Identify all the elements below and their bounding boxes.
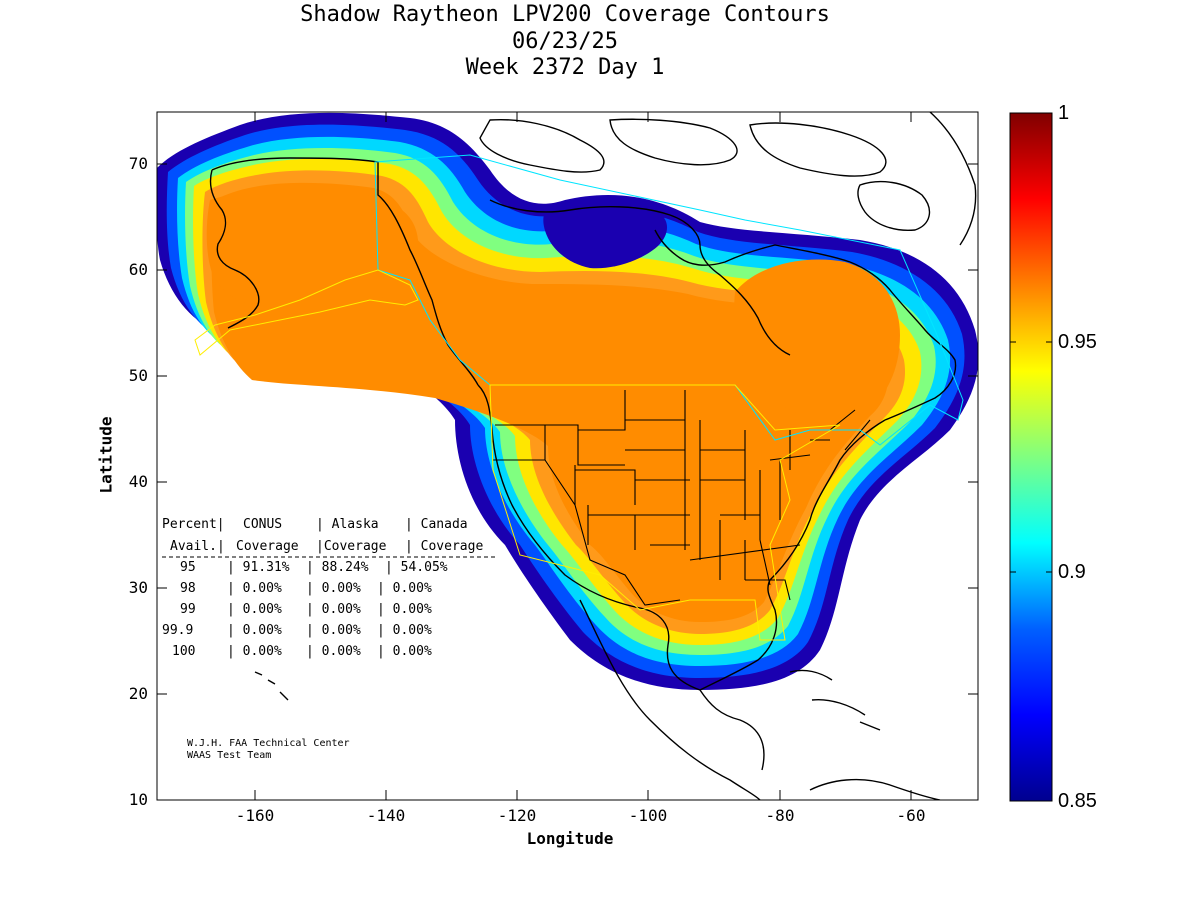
table-cell: | 0.00% [306, 623, 361, 638]
credit-line: WAAS Test Team [187, 750, 272, 761]
table-header-cell: Percent| [162, 517, 225, 532]
x-tick-label: -80 [765, 806, 795, 825]
hudson-bay-gap [543, 202, 668, 269]
contour-alaska-core [206, 188, 419, 311]
table-cell: | 0.00% [377, 602, 432, 617]
table-cell: | 0.00% [227, 581, 282, 596]
table-cell: | 54.05% [385, 560, 448, 575]
y-tick-label: 40 [128, 472, 148, 491]
x-tick-label: -140 [366, 806, 406, 825]
contour-canada-east [734, 259, 900, 421]
table-header-cell: Coverage [236, 539, 299, 554]
table-header-cell: Avail.| [170, 539, 225, 554]
service-area-outlines [194, 154, 964, 641]
table-header-cell: | Alaska [316, 517, 379, 532]
x-tick-label: -160 [235, 806, 275, 825]
chart-title: Shadow Raytheon LPV200 Coverage Contours [300, 2, 830, 27]
plot-frame [156, 111, 979, 801]
table-cell: | 0.00% [306, 581, 361, 596]
y-tick-label: 50 [128, 366, 148, 385]
table-cell: | 0.00% [227, 602, 282, 617]
colorbar-max-label: 1 [1058, 102, 1070, 124]
x-tick-label: -60 [896, 806, 926, 825]
x-tick-label: -100 [628, 806, 668, 825]
chart-date: 06/23/25 [512, 29, 618, 54]
table-cell: 95 [180, 560, 196, 575]
credit-line: W.J.H. FAA Technical Center [187, 738, 350, 749]
table-cell: | 88.24% [306, 560, 369, 575]
table-cell: | 0.00% [227, 623, 282, 638]
table-cell: 98 [180, 581, 196, 596]
x-axis-label: Longitude [526, 829, 614, 848]
axis-ticks [157, 112, 978, 800]
table-header-cell: CONUS [243, 517, 283, 532]
table-cell: 99 [180, 602, 196, 617]
table-cell: | 0.00% [377, 623, 432, 638]
y-axis-label: Latitude [96, 416, 116, 494]
colorbar-label: 0.95 [1058, 331, 1097, 353]
table-cell: | 0.00% [377, 581, 432, 596]
table-header-cell: | Canada [405, 517, 468, 532]
colorbar-ticks [1010, 341, 1052, 573]
chart-week-day: Week 2372 Day 1 [465, 55, 665, 80]
table-cell: | 0.00% [377, 644, 432, 659]
table-cell: | 91.31% [227, 560, 290, 575]
table-cell: | 0.00% [227, 644, 282, 659]
table-cell: | 0.00% [306, 602, 361, 617]
colorbar [1009, 112, 1053, 802]
table-header-cell: |Coverage [316, 539, 387, 554]
coverage-contours [157, 112, 978, 690]
y-tick-label: 70 [128, 154, 148, 173]
y-tick-label: 30 [128, 578, 148, 597]
y-tick-label: 10 [128, 790, 148, 809]
y-tick-label: 60 [128, 260, 148, 279]
table-cell: 99.9 [162, 623, 194, 638]
colorbar-label: 0.9 [1058, 561, 1086, 583]
table-cell: 100 [172, 644, 196, 659]
y-tick-label: 20 [128, 684, 148, 703]
table-header-cell: | Coverage [405, 539, 484, 554]
x-tick-label: -120 [497, 806, 537, 825]
table-cell: | 0.00% [306, 644, 361, 659]
colorbar-min-label: 0.85 [1058, 790, 1097, 812]
